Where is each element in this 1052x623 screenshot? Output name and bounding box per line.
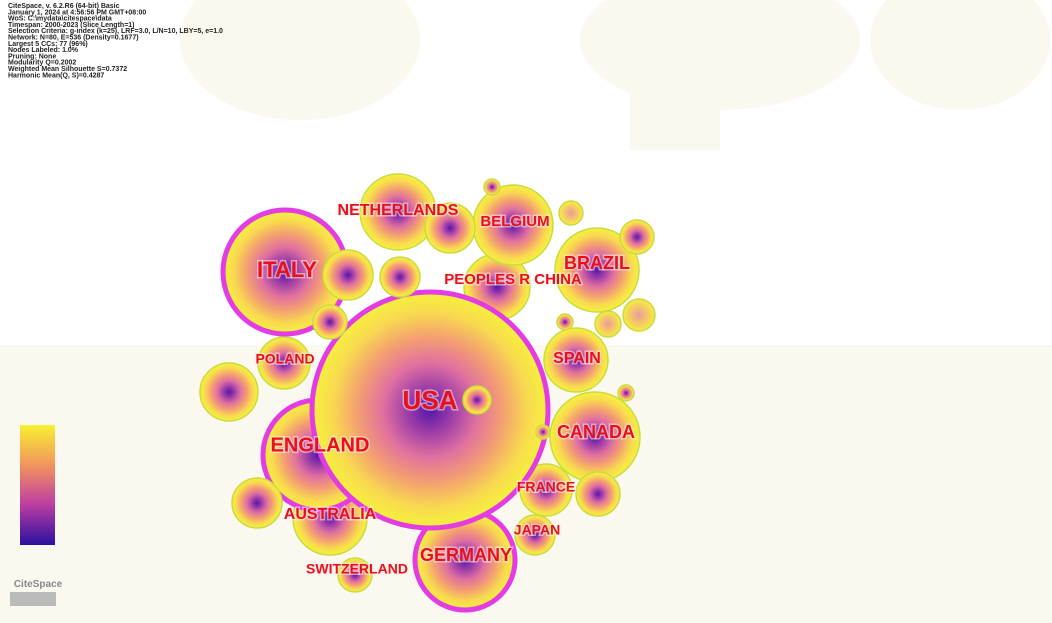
header-line: Modularity Q=0.2002 — [8, 60, 76, 67]
node-circle — [379, 256, 421, 298]
header-line: CiteSpace, v. 6.2.R6 (64-bit) Basic — [8, 3, 120, 10]
node-circle — [514, 514, 556, 556]
node-label: SWITZERLAND — [306, 561, 408, 577]
node-label: GERMANY — [420, 545, 512, 565]
node-label: PEOPLES R CHINA — [444, 271, 582, 288]
node-circle — [543, 327, 609, 393]
node-circle — [556, 313, 574, 331]
node-circle — [322, 249, 374, 301]
node-label: NETHERLANDS — [338, 202, 459, 219]
node-label: SPAIN — [553, 350, 601, 367]
node-label: ENGLAND — [271, 434, 370, 456]
header-line: Pruning: None — [8, 53, 56, 60]
node-label: JAPAN — [514, 522, 560, 538]
header-line: Selection Criteria: g-index (k=25), LRF=… — [8, 28, 223, 35]
logo-text: CiteSpace — [14, 579, 63, 590]
node-label: USA — [403, 385, 458, 415]
node-circle — [312, 304, 348, 340]
node-circle — [483, 178, 501, 196]
header-line: Largest 5 CCs: 77 (96%) — [8, 41, 88, 48]
node-circle — [617, 384, 635, 402]
node-label: FRANCE — [517, 479, 575, 495]
node-circle — [575, 471, 621, 517]
header-line: Timespan: 2000-2023 (Slice Length=1) — [8, 22, 135, 29]
header-line: Network: N=80, E=536 (Density=0.1677) — [8, 35, 139, 42]
color-legend — [20, 425, 55, 545]
node-label: CANADA — [557, 422, 635, 442]
node-circle — [257, 336, 311, 390]
node-circle — [424, 202, 476, 254]
node-circle — [558, 200, 584, 226]
node-circle — [337, 557, 373, 593]
node-circle — [199, 362, 259, 422]
logo: CiteSpace — [10, 579, 63, 606]
node-label: BRAZIL — [564, 253, 630, 273]
node-label: POLAND — [255, 351, 314, 367]
node-circle — [554, 227, 640, 313]
header-line: January 1, 2024 at 4:56:56 PM GMT+08:00 — [8, 9, 146, 16]
node-circle — [594, 310, 622, 338]
node-circle — [619, 219, 655, 255]
header-line: WoS: C:\mydata\citespace\data — [8, 16, 112, 23]
header-line: Weighted Mean Silhouette S=0.7372 — [8, 66, 127, 73]
header-line: Harmonic Mean(Q, S)=0.4287 — [8, 72, 104, 79]
node-circle — [309, 289, 551, 531]
header: CiteSpace, v. 6.2.R6 (64-bit) BasicJanua… — [8, 3, 223, 79]
network: USA ITALY ENGLAND GERMANY NETHERLANDS BELGIUM… — [199, 173, 656, 613]
logo-graphic — [10, 592, 56, 606]
header-line: Nodes Labeled: 1.0% — [8, 47, 79, 54]
node-circle — [535, 424, 551, 440]
node-label: BELGIUM — [480, 213, 549, 230]
node-circle — [622, 298, 656, 332]
node-label: AUSTRALIA — [284, 506, 377, 523]
node-circle — [462, 385, 492, 415]
node-label: ITALY — [257, 257, 317, 282]
node-circle — [231, 477, 283, 529]
